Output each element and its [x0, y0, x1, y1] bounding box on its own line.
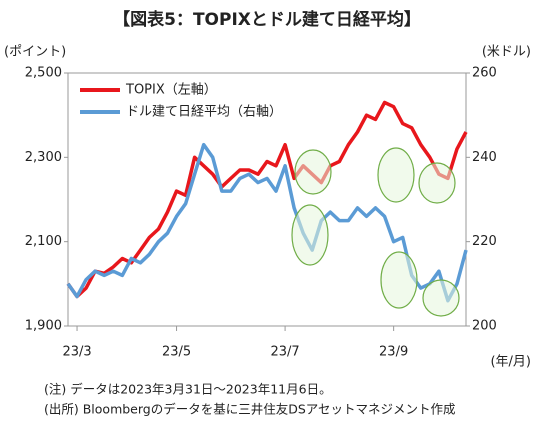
- y-axis-label: (ポイント): [4, 45, 66, 60]
- x-axis-label: (年/月): [490, 355, 531, 370]
- legend-label: ドル建て日経平均（右軸）: [126, 105, 282, 120]
- y-tick-label: 2,100: [25, 234, 62, 249]
- highlight-circle: [380, 251, 418, 309]
- line-series: [66, 142, 468, 303]
- highlight-circle: [418, 162, 456, 204]
- y2-tick-label: 260: [472, 66, 497, 81]
- y2-axis-label: (米ドル): [482, 45, 531, 60]
- y-tick-label: 2,300: [25, 150, 62, 165]
- highlight-circle: [294, 149, 332, 195]
- note: (出所) Bloombergのデータを基に三井住友DSアセットマネジメント作成: [44, 402, 456, 417]
- y2-tick-label: 220: [472, 234, 497, 249]
- x-tick-label: 23/3: [62, 345, 91, 360]
- legend-label: TOPIX（左軸）: [125, 83, 217, 98]
- highlight-circle: [422, 279, 460, 317]
- highlight-circle: [377, 147, 415, 203]
- x-tick-label: 23/9: [379, 345, 408, 360]
- note: (注) データは2023年3月31日～2023年11月6日。: [44, 382, 332, 397]
- y2-tick-label: 200: [472, 319, 497, 334]
- x-tick-label: 23/7: [270, 345, 299, 360]
- x-tick-label: 23/5: [162, 345, 191, 360]
- y2-tick-label: 240: [472, 150, 497, 165]
- y-tick-label: 1,900: [25, 319, 62, 334]
- highlight-circle: [291, 204, 329, 266]
- plot-frame: [67, 72, 467, 327]
- chart-title: 【図表5：TOPIXとドル建て日経平均】: [113, 9, 421, 30]
- y-tick-label: 2,500: [25, 66, 62, 81]
